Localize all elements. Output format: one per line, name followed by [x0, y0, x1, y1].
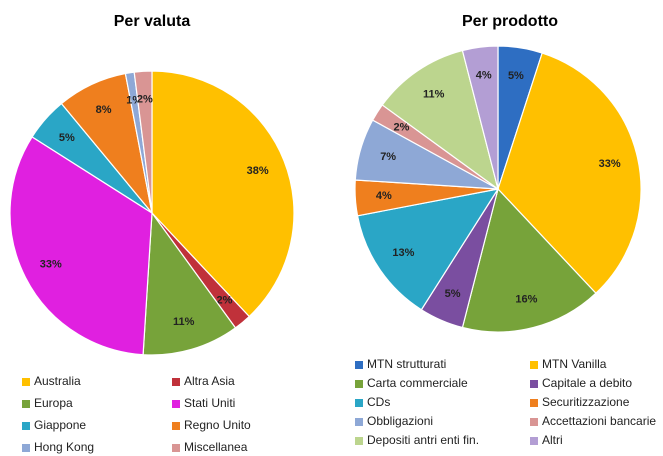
legend-label: Accettazioni bancarie: [542, 414, 656, 428]
legend-swatch: [530, 380, 538, 388]
pie-slice: [133, 70, 153, 214]
legend-label: Obbligazioni: [367, 414, 433, 428]
legend-label: Carta commerciale: [367, 376, 468, 390]
legend-swatch: [530, 399, 538, 407]
legend-label: MTN strutturati: [367, 357, 446, 371]
data-label: 38%: [247, 165, 269, 177]
legend-label: Australia: [34, 374, 81, 388]
data-label: 7%: [380, 151, 396, 163]
legend-label: Altra Asia: [184, 374, 235, 388]
legend-swatch: [530, 361, 538, 369]
legend-swatch: [172, 400, 180, 408]
data-label: 11%: [173, 316, 195, 328]
pie-slice: [151, 70, 295, 318]
data-label: 5%: [508, 70, 524, 82]
legend-label: Europa: [34, 396, 73, 410]
data-label: 5%: [445, 288, 461, 300]
data-label: 13%: [392, 247, 414, 259]
data-label: 11%: [423, 88, 445, 100]
legend-label: CDs: [367, 395, 390, 409]
pie-slice: [9, 136, 153, 356]
legend-label: Securitizzazione: [542, 395, 630, 409]
pie-slice: [381, 49, 499, 191]
data-label: 2%: [216, 294, 232, 306]
data-label: 33%: [599, 158, 621, 170]
chart-title: Per prodotto: [462, 13, 558, 30]
legend-swatch: [355, 361, 363, 369]
data-label: 16%: [515, 294, 537, 306]
legend-label: Depositi antri enti fin.: [367, 433, 479, 447]
legend-swatch: [22, 400, 30, 408]
legend-label: Giappone: [34, 418, 86, 432]
legend-label: Hong Kong: [34, 440, 94, 454]
legend-swatch: [22, 378, 30, 386]
legend-label: Regno Unito: [184, 418, 251, 432]
data-label: 5%: [59, 132, 75, 144]
pie-slice: [142, 211, 237, 356]
legend-swatch: [355, 437, 363, 445]
pie-slice: [461, 187, 597, 333]
chart-title: Per valuta: [114, 13, 191, 30]
legend-swatch: [355, 399, 363, 407]
legend-swatch: [22, 444, 30, 452]
pie-slice: [461, 45, 499, 190]
legend-label: MTN Vanilla: [542, 357, 607, 371]
legend-swatch: [355, 380, 363, 388]
legend-label: Stati Uniti: [184, 396, 235, 410]
legend-swatch: [172, 378, 180, 386]
legend-label: Miscellanea: [184, 440, 248, 454]
legend-swatch: [172, 444, 180, 452]
legend-label: Altri: [542, 433, 563, 447]
pie-slice: [356, 188, 500, 311]
legend-swatch: [22, 422, 30, 430]
legend-swatch: [530, 437, 538, 445]
data-label: 2%: [137, 94, 153, 106]
legend-label: Capitale a debito: [542, 376, 632, 390]
data-label: 4%: [476, 69, 492, 81]
pie-slice: [497, 52, 642, 295]
legend-swatch: [355, 418, 363, 426]
legend-swatch: [530, 418, 538, 426]
legend-swatch: [172, 422, 180, 430]
data-label: 33%: [40, 258, 62, 270]
data-label: 4%: [376, 190, 392, 202]
data-label: 8%: [96, 104, 112, 116]
data-label: 2%: [393, 122, 409, 134]
